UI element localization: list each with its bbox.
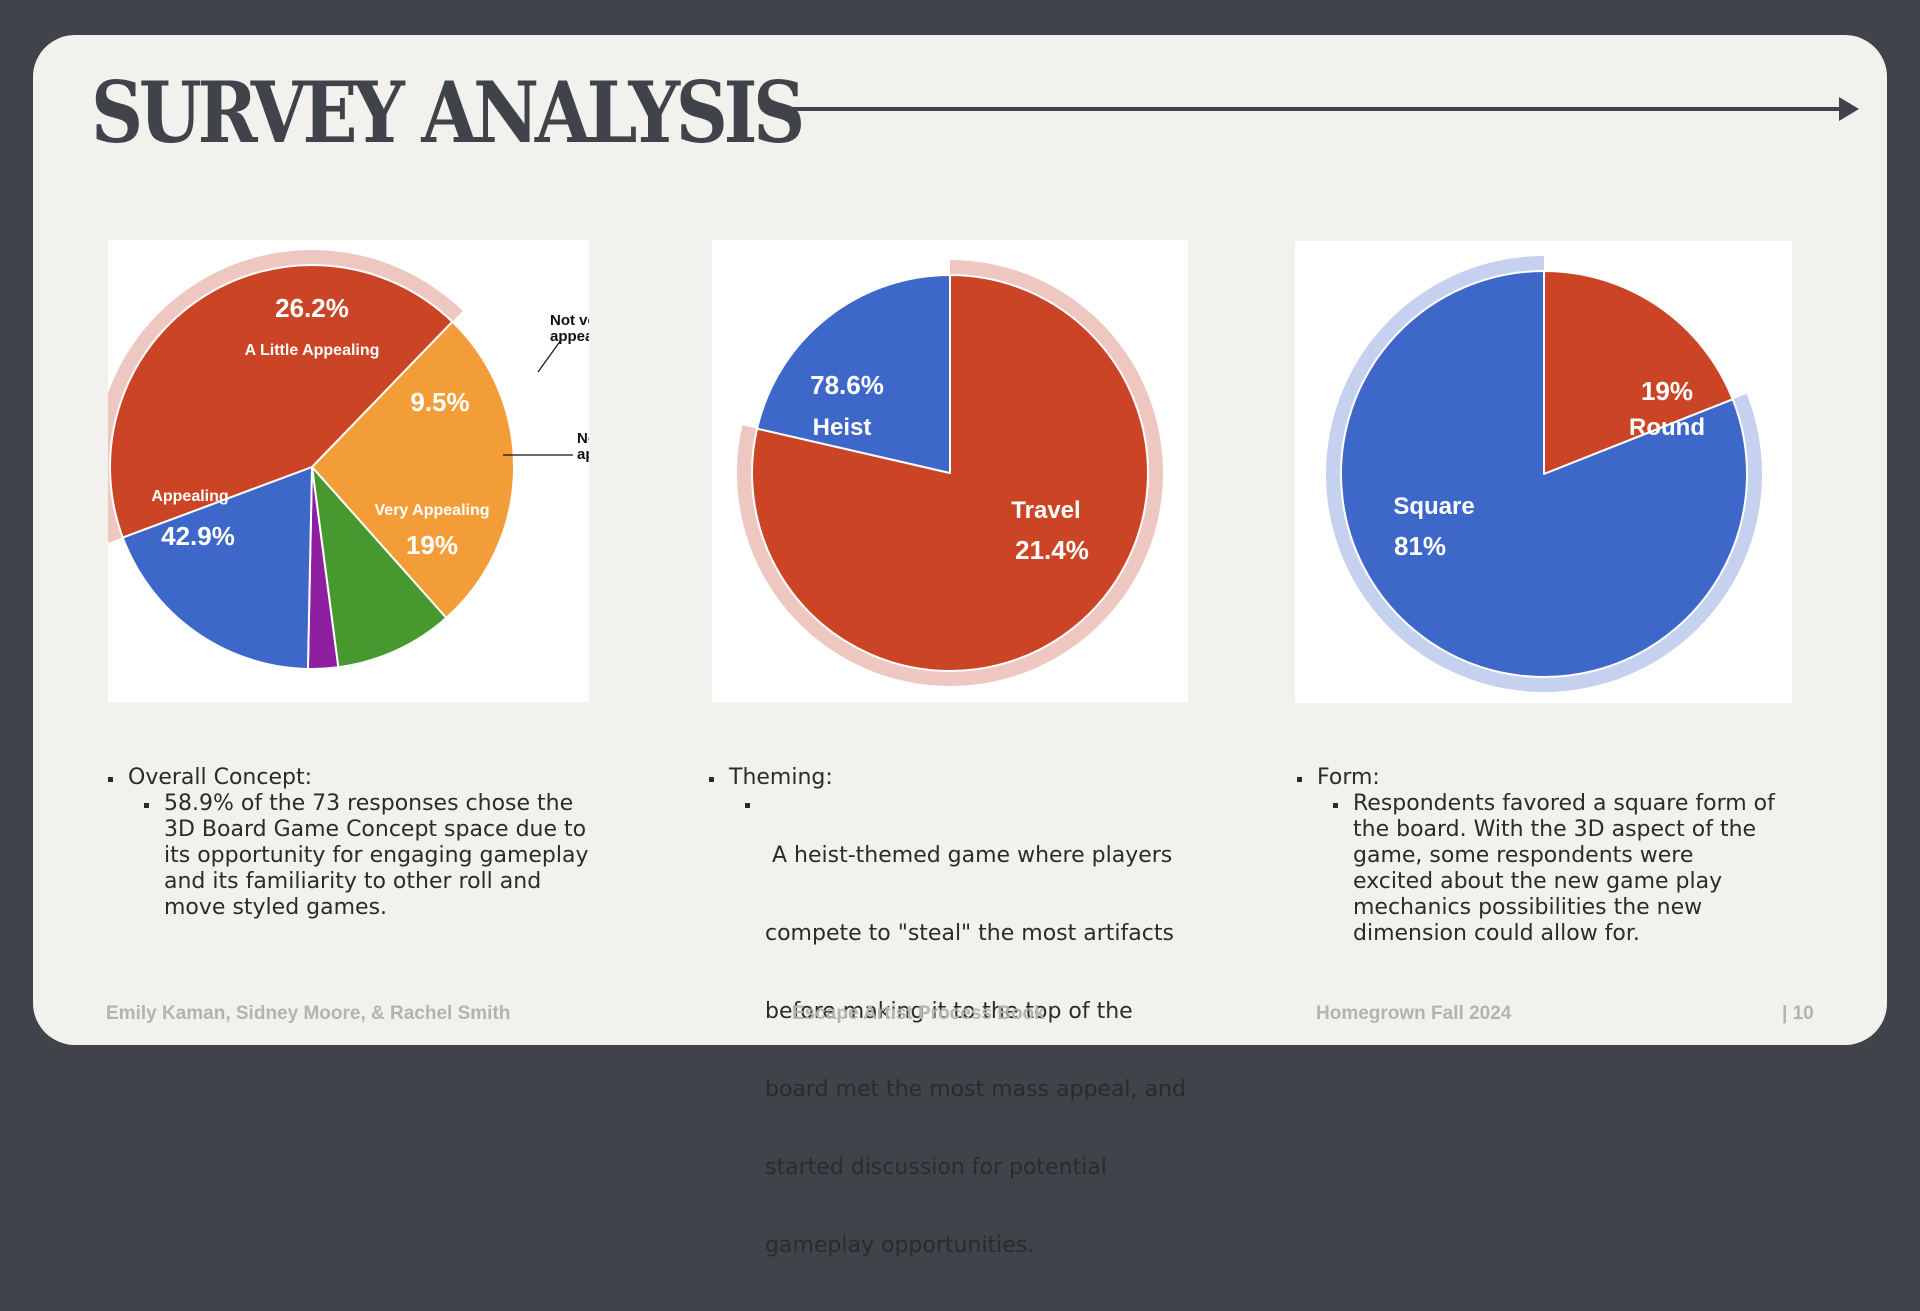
chart-card-form: 19% Round Square 81% bbox=[1295, 241, 1792, 703]
section-heading: Form: bbox=[1295, 765, 1795, 791]
section-body: A heist-themed game where players compet… bbox=[707, 791, 1207, 1311]
body-line: move styled games. bbox=[164, 895, 388, 920]
pie-slice-a-little-appealing bbox=[311, 320, 515, 619]
pie-slice-appealing bbox=[109, 264, 454, 539]
body-line: its opportunity for engaging gameplay bbox=[164, 843, 589, 868]
body-line: and its familiarity to other roll and bbox=[164, 869, 542, 894]
body-line: compete to "steal" the most artifacts bbox=[765, 921, 1174, 946]
value-label-travel: 21.4% bbox=[1015, 535, 1089, 565]
section-overall-concept: Overall Concept: 58.9% of the 73 respons… bbox=[106, 765, 606, 921]
external-label-not-at-all: Not at all bbox=[577, 430, 589, 447]
footer-book-title: Escape Artist Process Book bbox=[792, 1003, 1045, 1024]
value-label-not-very-appealing: 9.5% bbox=[410, 387, 469, 417]
body-line: gameplay opportunities. bbox=[765, 1233, 1035, 1258]
slice-label-a-little-appealing: A Little Appealing bbox=[245, 342, 380, 359]
body-line: the board. With the 3D aspect of the bbox=[1353, 817, 1757, 842]
pie-chart-theming: 78.6% Heist Travel 21.4% bbox=[737, 260, 1163, 686]
footer-term: Homegrown Fall 2024 bbox=[1316, 1003, 1512, 1024]
body-line: started discussion for potential bbox=[765, 1155, 1107, 1180]
slice-label-heist: Heist bbox=[813, 414, 872, 441]
pie-chart-form: 19% Round Square 81% bbox=[1326, 256, 1762, 692]
value-label-round: 19% bbox=[1641, 376, 1693, 406]
body-line: before making it to the top of the bbox=[765, 999, 1133, 1024]
page-title: SURVEY ANALYSIS bbox=[91, 63, 805, 162]
value-label-very-appealing: 19% bbox=[406, 530, 458, 560]
footer-page-number: | 10 bbox=[1782, 1003, 1814, 1024]
external-label-not-at-all: appealing bbox=[577, 446, 589, 463]
section-theming: Theming: A heist-themed game where playe… bbox=[707, 765, 1207, 1311]
body-line: A heist-themed game where players bbox=[765, 843, 1173, 868]
slice-label-appealing: Appealing bbox=[151, 488, 228, 505]
external-label-not-very: appealing bbox=[550, 328, 589, 345]
section-form: Form: Respondents favored a square form … bbox=[1295, 765, 1795, 947]
chart-card-concept: 26.2% A Little Appealing 9.5% Very Appealin… bbox=[108, 240, 589, 702]
pie-slice-travel bbox=[756, 274, 951, 474]
section-heading: Theming: bbox=[707, 765, 1207, 791]
slice-label-very-appealing: Very Appealing bbox=[375, 502, 490, 519]
value-label-a-little-appealing: 26.2% bbox=[275, 293, 349, 323]
slice-label-square: Square bbox=[1393, 493, 1474, 520]
pie-slice-square bbox=[1340, 270, 1748, 678]
arrow-head-icon bbox=[1839, 97, 1859, 121]
slice-label-round: Round bbox=[1629, 414, 1705, 441]
pie-slice-round bbox=[1543, 270, 1734, 475]
leader-line-not-very bbox=[537, 339, 562, 373]
body-line: board met the most mass appeal, and bbox=[765, 1077, 1186, 1102]
body-line: dimension could allow for. bbox=[1353, 921, 1640, 946]
pie-chart-concept: 26.2% A Little Appealing 9.5% Very Appealin… bbox=[108, 250, 589, 670]
body-line: excited about the new game play bbox=[1353, 869, 1723, 894]
footer-authors: Emily Kaman, Sidney Moore, & Rachel Smit… bbox=[106, 1003, 511, 1024]
body-line: mechanics possibilities the new bbox=[1353, 895, 1703, 920]
external-label-not-very: Not very bbox=[550, 312, 589, 329]
title-arrow-line bbox=[787, 107, 1847, 111]
section-body: Respondents favored a square form of the… bbox=[1295, 791, 1795, 947]
value-label-appealing: 42.9% bbox=[161, 521, 235, 551]
slide: SURVEY ANALYSIS 26.2% A Little Appealing 9… bbox=[33, 35, 1887, 1258]
body-line: 3D Board Game Concept space due to bbox=[164, 817, 587, 842]
pie-slice-not-very-appealing bbox=[311, 466, 448, 669]
body-line: Respondents favored a square form of bbox=[1353, 791, 1775, 816]
chart-card-theming: 78.6% Heist Travel 21.4% bbox=[712, 240, 1188, 702]
slice-label-travel: Travel bbox=[1011, 497, 1080, 524]
section-heading: Overall Concept: bbox=[106, 765, 606, 791]
section-body: 58.9% of the 73 responses chose the 3D B… bbox=[106, 791, 606, 921]
body-line: 58.9% of the 73 responses chose the bbox=[164, 791, 574, 816]
value-label-heist: 78.6% bbox=[810, 370, 884, 400]
pie-slice-very-appealing bbox=[121, 466, 313, 670]
value-label-square: 81% bbox=[1394, 531, 1446, 561]
body-line: game, some respondents were bbox=[1353, 843, 1694, 868]
pie-slice-heist bbox=[751, 274, 1149, 672]
